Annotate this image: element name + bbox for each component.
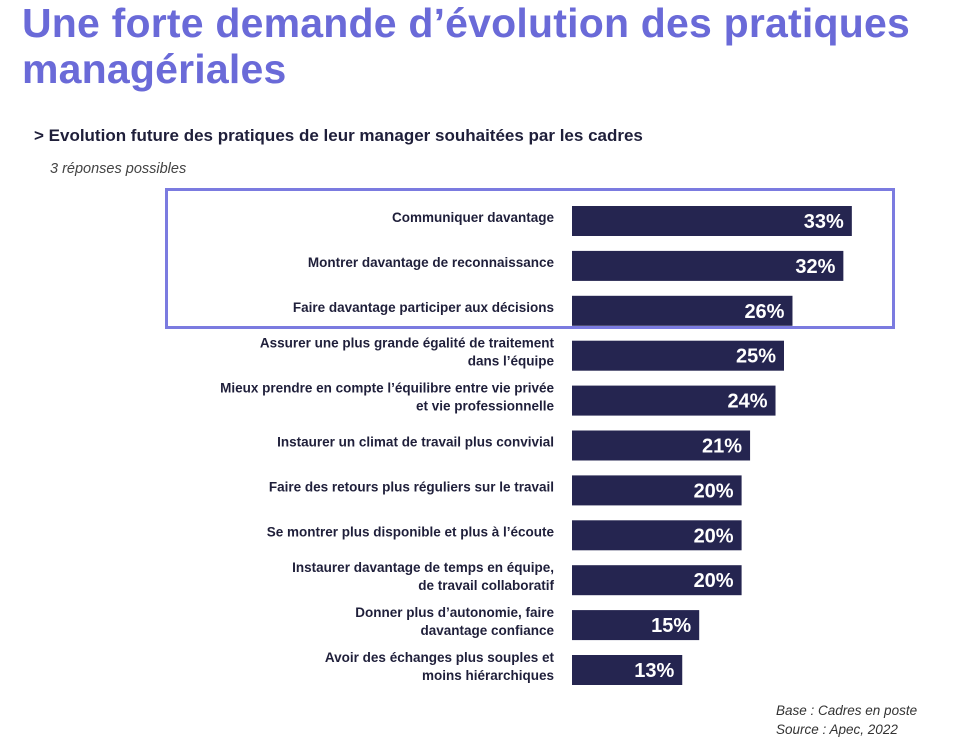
category-label: Instaurer un climat de travail plus conv… (277, 435, 554, 450)
top-three-highlight-box (165, 188, 895, 329)
bar-9 (572, 565, 742, 596)
bar-8 (572, 520, 742, 551)
category-label: Montrer davantage de reconnaissance (308, 255, 555, 270)
category-label: Faire des retours plus réguliers sur le … (269, 479, 554, 494)
category-label: Instaurer davantage de temps en équipe, d… (292, 560, 554, 593)
category-label: Donner plus d’autonomie, faire davantage … (355, 605, 554, 638)
bar-value-label: 33% (804, 211, 844, 233)
bar-value-label: 13% (634, 660, 674, 682)
bar-value-label: 32% (795, 256, 835, 278)
source-text: Source : Apec, 2022 (776, 722, 898, 737)
source-note: Base : Cadres en poste Source : Apec, 20… (776, 701, 917, 739)
bar-value-label: 15% (651, 615, 691, 637)
chart-subtitle: > Evolution future des pratiques de leur… (34, 126, 643, 145)
bar-value-label: 25% (736, 346, 776, 368)
bar-10 (572, 610, 700, 641)
bar-2 (572, 250, 844, 281)
bar-1 (572, 206, 852, 236)
bar-6 (572, 430, 751, 461)
bar-11 (572, 655, 683, 685)
bar-value-label: 24% (727, 391, 767, 413)
category-label: Se montrer plus disponible et plus à l’é… (267, 524, 555, 539)
base-text: Base : Cadres en poste (776, 703, 918, 718)
bar-4 (572, 340, 784, 371)
category-label: Mieux prendre en compte l’équilibre entr… (220, 381, 554, 414)
page-title: Une forte demande d’évolution des pratiq… (22, 0, 910, 92)
bar-value-label: 21% (702, 436, 742, 458)
bar-value-label: 20% (694, 480, 734, 502)
bar-value-label: 20% (694, 525, 734, 547)
bar-7 (572, 475, 742, 506)
category-label: Communiquer davantage (392, 210, 555, 225)
category-label: Avoir des échanges plus souples et moins … (325, 650, 555, 683)
category-label: Assurer une plus grande égalité de trait… (260, 336, 555, 369)
bar-5 (572, 385, 776, 416)
bar-value-label: 20% (694, 570, 734, 592)
bar-3 (572, 295, 793, 326)
bar-value-label: 26% (744, 301, 784, 323)
category-label: Faire davantage participer aux décisions (293, 300, 554, 315)
response-note: 3 réponses possibles (50, 161, 187, 177)
